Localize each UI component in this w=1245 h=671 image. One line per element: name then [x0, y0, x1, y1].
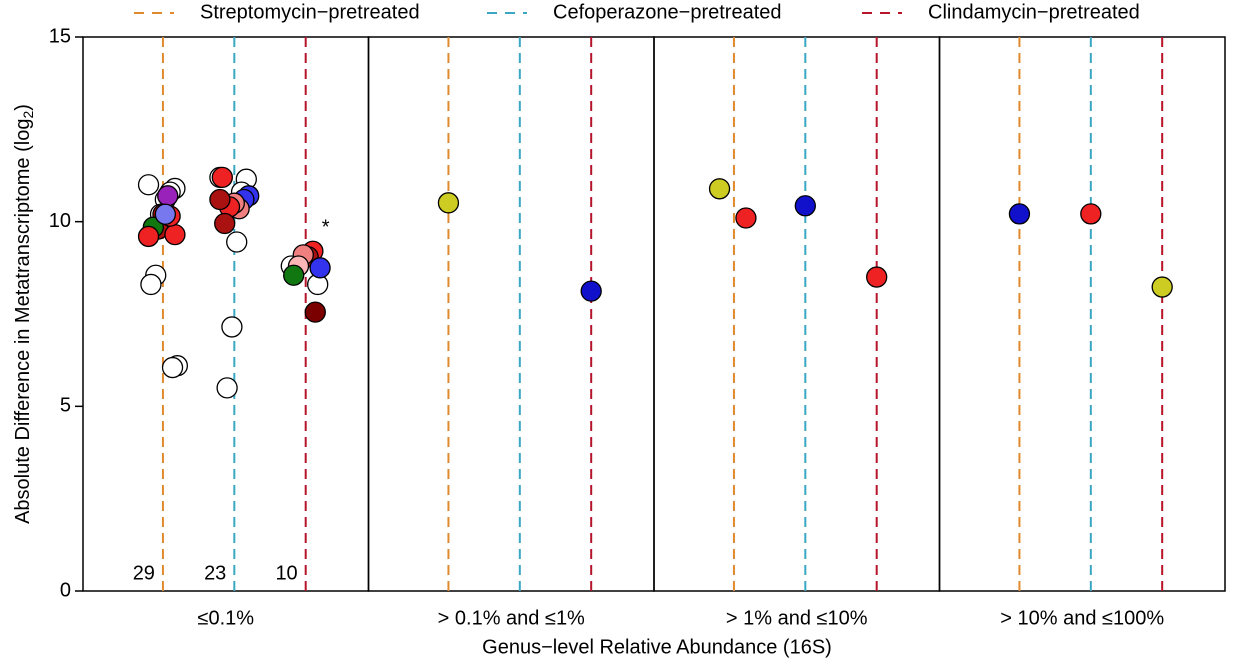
data-point: [161, 356, 184, 379]
data-point: [140, 273, 162, 296]
data-point: [1151, 276, 1173, 298]
data-point: [1080, 203, 1102, 225]
data-point: [708, 178, 731, 200]
data-point: [157, 185, 179, 207]
y-tick-label: 0: [60, 579, 71, 601]
data-point: [164, 223, 186, 246]
annotation: *: [322, 216, 330, 238]
x-tick-label: ≤0.1%: [197, 607, 254, 629]
data-point: [794, 195, 816, 217]
data-point: [1008, 203, 1031, 225]
data-point: [580, 280, 602, 302]
x-tick-label: > 1% and ≤10%: [726, 607, 868, 629]
y-tick-label: 5: [60, 395, 71, 417]
y-tick-label: 15: [49, 25, 71, 47]
data-point: [137, 174, 160, 196]
legend-label: Cefoperazone−pretreated: [553, 1, 782, 23]
x-axis-label: Genus−level Relative Abundance (16S): [482, 636, 832, 658]
panel-frame: [938, 36, 1226, 592]
x-tick-label: > 0.1% and ≤1%: [438, 607, 585, 629]
x-tick-label: > 10% and ≤100%: [1000, 607, 1164, 629]
data-point: [866, 266, 888, 288]
data-point: [211, 166, 233, 188]
data-point: [309, 257, 331, 279]
data-point: [221, 316, 243, 338]
legend-label: Streptomycin−pretreated: [200, 1, 420, 23]
legend-label: Clindamycin−pretreated: [928, 1, 1140, 23]
y-axis-label-main: Absolute Difference in Metatranscriptome…: [12, 119, 34, 524]
y-tick-label: 10: [49, 210, 71, 232]
data-point: [137, 225, 160, 248]
panel-frame: [367, 36, 655, 592]
data-point: [209, 188, 231, 211]
y-axis-label-sub: 2: [20, 111, 36, 119]
data-point: [437, 192, 460, 214]
data-point: [216, 377, 238, 399]
data-point: [214, 212, 236, 235]
data-point: [154, 203, 176, 225]
data-point: [283, 264, 305, 286]
data-point: [304, 301, 326, 323]
data-point: [735, 207, 757, 229]
count-label: 23: [204, 562, 226, 584]
y-axis-label: Absolute Difference in Metatranscriptome…: [12, 104, 35, 524]
data-point: [226, 231, 248, 253]
count-label: 29: [133, 562, 155, 584]
panel-frame: [653, 36, 941, 592]
count-label: 10: [275, 562, 297, 584]
y-axis-label-end: ): [12, 104, 34, 111]
